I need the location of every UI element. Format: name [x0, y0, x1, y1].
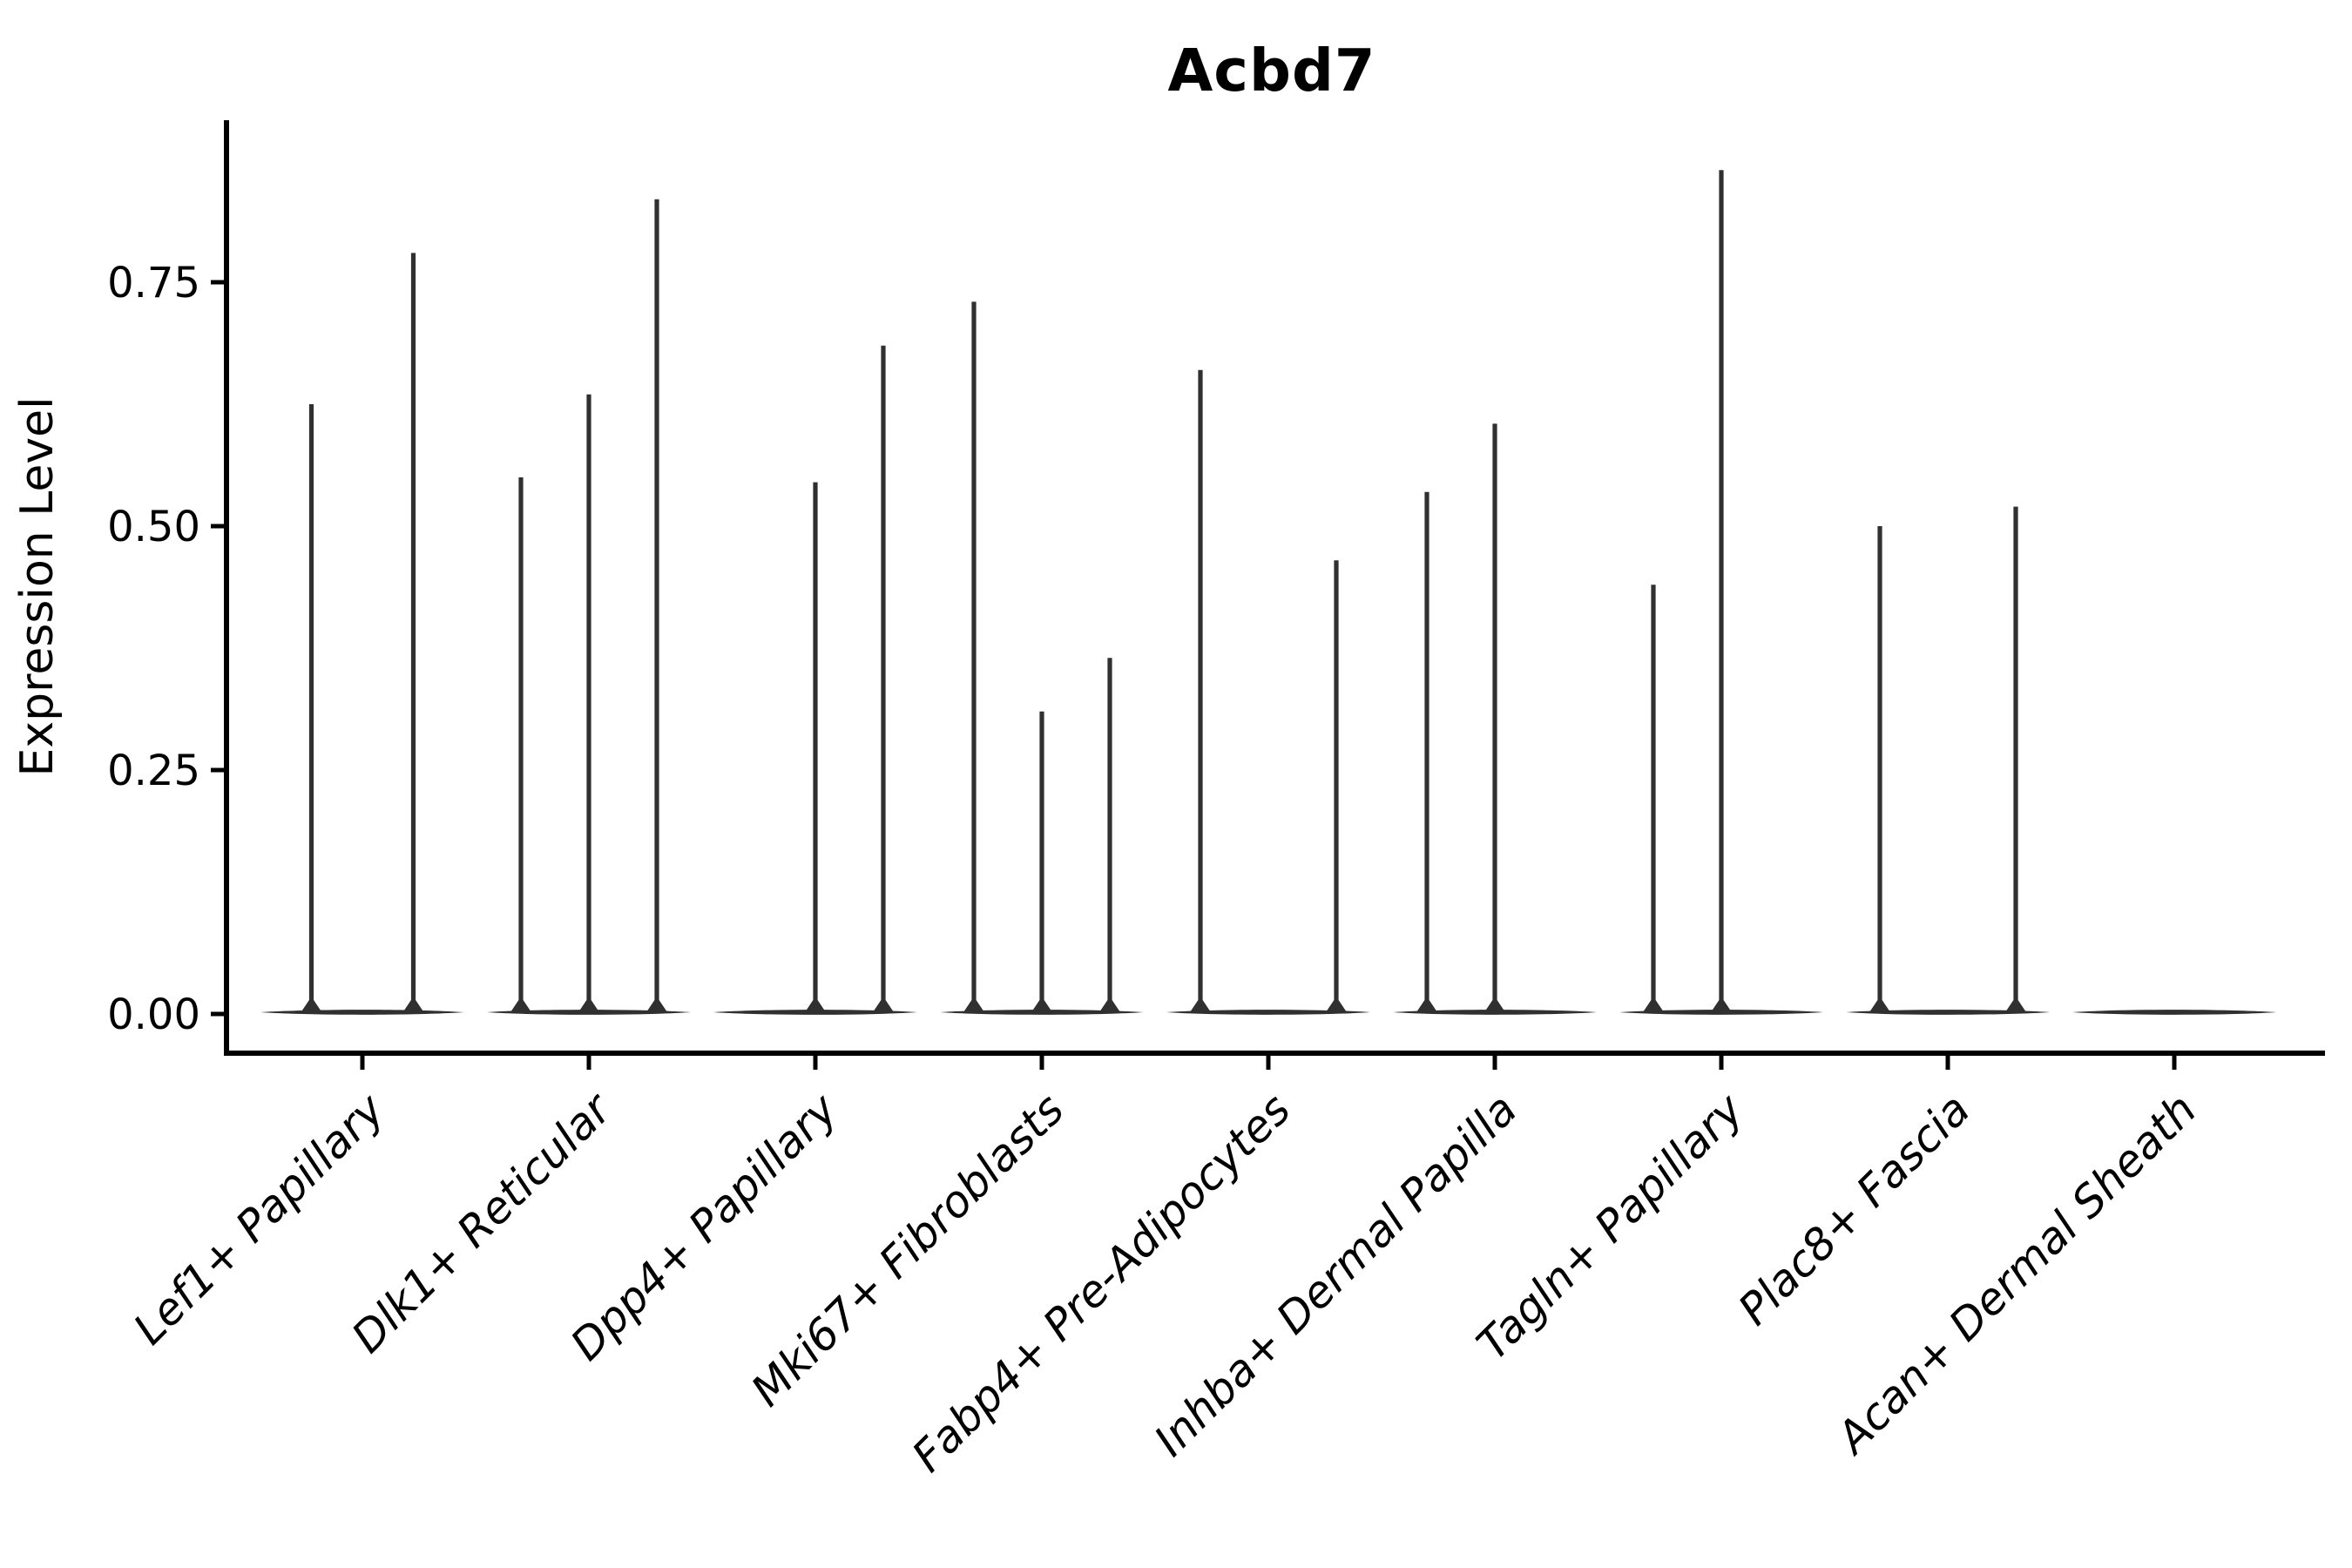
x-tick [586, 1056, 591, 1070]
violin-tagln-papillary [1619, 170, 1823, 1015]
violin-spike [1484, 423, 1505, 1012]
x-tick [1719, 1056, 1724, 1070]
x-axis-spine [224, 1051, 2325, 1056]
violin-spike [1643, 585, 1664, 1012]
x-tick [813, 1056, 818, 1070]
violin-spike [805, 482, 826, 1012]
violin-spike [1869, 526, 1890, 1012]
y-axis-spine [224, 120, 229, 1056]
y-tick [211, 280, 226, 285]
violin-spike [1416, 491, 1437, 1012]
x-tick [1492, 1056, 1497, 1070]
violin-spike [963, 301, 984, 1012]
violin-spike [1099, 658, 1120, 1012]
y-axis-label: Expression Level [11, 396, 64, 776]
violin-spike [1190, 369, 1211, 1012]
violin-spike [578, 394, 599, 1012]
y-tick-label: 0.25 [107, 747, 200, 795]
chart-title: Acbd7 [1167, 37, 1376, 105]
violin-spike [1711, 170, 1732, 1012]
violin-plac8-fascia [1846, 506, 2050, 1015]
x-tick [360, 1056, 365, 1070]
y-tick-label: 0.00 [107, 990, 200, 1039]
y-tick-label: 0.50 [107, 503, 200, 551]
violin-acan-dermal-sheath [2072, 1010, 2276, 1015]
violin-baseline-density [1619, 1010, 1823, 1015]
violin-baseline-density [1846, 1010, 2050, 1015]
violin-mki67-fibroblasts [940, 301, 1144, 1015]
violin-fabp4-pre-adipocytes [1166, 369, 1370, 1015]
violin-baseline-density [1166, 1010, 1370, 1015]
violin-spike [510, 477, 531, 1012]
x-tick [1039, 1056, 1044, 1070]
violin-dlk1-reticular [487, 199, 691, 1015]
x-tick-label-plac8-fascia: Plac8+ Fascia [1729, 1084, 1980, 1335]
violin-spike [646, 199, 667, 1013]
violin-dpp4-papillary [713, 345, 917, 1015]
violin-baseline-density [940, 1010, 1144, 1015]
y-tick [211, 1011, 226, 1017]
y-tick-label: 0.75 [107, 259, 200, 308]
x-tick-label-fabp4-pre-adipocytes: Fabp4+ Pre-Adipocytes [902, 1084, 1301, 1482]
violin-baseline-density [2072, 1010, 2276, 1015]
violin-spike [1031, 711, 1052, 1012]
y-tick [211, 524, 226, 529]
violin-spike [873, 345, 894, 1012]
violin-lef1-papillary [260, 253, 464, 1015]
violin-baseline-density [713, 1010, 917, 1015]
violin-baseline-density [260, 1010, 464, 1015]
x-tick-label-inhba-dermal-papilla: Inhba+ Dermal Papilla [1145, 1084, 1526, 1465]
x-tick [2172, 1056, 2177, 1070]
violin-baseline-density [1393, 1010, 1597, 1015]
violin-spike [1326, 560, 1347, 1012]
x-tick-label-acan-dermal-sheath: Acan+ Dermal Sheath [1826, 1084, 2207, 1464]
y-tick [211, 767, 226, 773]
violin-spike [301, 404, 322, 1012]
violin-inhba-dermal-papilla [1393, 423, 1597, 1015]
x-tick [1266, 1056, 1271, 1070]
violin-spike [2005, 506, 2026, 1012]
violin-spike [402, 253, 424, 1012]
violin-baseline-density [487, 1010, 691, 1015]
x-tick [1945, 1056, 1950, 1070]
